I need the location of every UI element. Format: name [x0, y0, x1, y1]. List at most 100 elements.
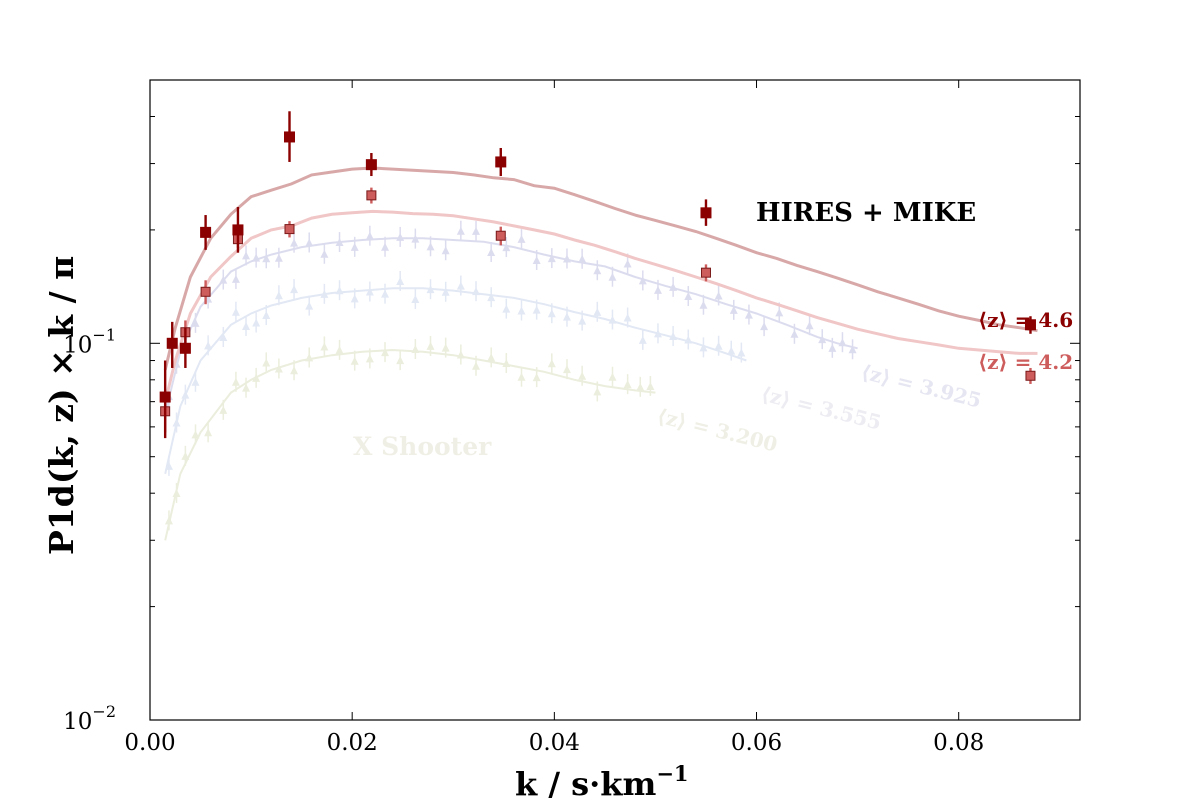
faint-marker — [290, 285, 299, 294]
faint-marker — [623, 380, 632, 389]
data-point — [1024, 319, 1036, 331]
faint-marker — [164, 516, 173, 525]
faint-marker — [274, 253, 283, 262]
faint-marker — [191, 430, 200, 439]
faint-marker — [636, 382, 645, 391]
faint-marker — [381, 348, 390, 357]
faint-marker — [502, 359, 511, 368]
faint-marker — [805, 321, 814, 330]
data-point — [200, 226, 212, 238]
y-axis-title: P1d(k, z) × k / π — [42, 256, 81, 555]
faint-marker — [426, 285, 435, 294]
x-axis-title: k / s·km−1 — [515, 761, 689, 800]
x-tick-label: 0.00 — [124, 730, 175, 756]
faint-marker — [578, 371, 587, 380]
faint-marker — [562, 312, 571, 321]
faint-marker — [684, 292, 693, 301]
faint-marker — [262, 358, 271, 367]
faint-marker — [646, 381, 655, 390]
faint-marker — [381, 242, 390, 251]
data-point — [284, 224, 295, 235]
faint-marker — [252, 253, 261, 262]
faint-marker — [305, 301, 314, 310]
data-point — [700, 267, 711, 278]
faint-marker — [274, 364, 283, 373]
faint-marker — [441, 343, 450, 352]
faint-marker — [164, 461, 173, 470]
data-point — [159, 391, 171, 403]
faint-marker — [848, 345, 857, 354]
faint-marker — [290, 238, 299, 247]
faint-marker — [502, 304, 511, 313]
plot-area — [150, 80, 1080, 720]
data-point — [232, 224, 244, 236]
faint-marker — [790, 329, 799, 338]
faint-marker — [760, 322, 769, 331]
faint-marker — [242, 321, 251, 330]
faint-marker — [517, 234, 526, 243]
data-point — [700, 207, 712, 219]
faint-marker — [638, 276, 647, 285]
y-tick-label: 10−1 — [63, 325, 116, 358]
faint-marker — [669, 331, 678, 340]
faint-marker — [411, 234, 420, 243]
data-point — [495, 156, 507, 168]
faint-marker — [828, 343, 837, 352]
faint-marker — [252, 318, 261, 327]
faint-marker — [172, 418, 181, 427]
faint-marker — [653, 285, 662, 294]
faint-marker — [562, 365, 571, 374]
faint-marker — [411, 344, 420, 353]
faint-marker — [578, 316, 587, 325]
xshooter-label: X Shooter — [353, 432, 492, 461]
faint-marker — [290, 366, 299, 375]
faint-marker — [744, 310, 753, 319]
faint-marker — [320, 289, 329, 298]
faint-marker — [729, 305, 738, 314]
plot-frame — [149, 79, 1081, 721]
faint-marker — [517, 372, 526, 381]
faint-marker — [737, 348, 746, 357]
faint-marker — [396, 276, 405, 285]
faint-marker — [411, 295, 420, 304]
data-point — [166, 337, 178, 349]
faint-marker — [638, 335, 647, 344]
faint-marker — [593, 387, 602, 396]
faint-marker — [335, 238, 344, 247]
faint-marker — [181, 390, 190, 399]
faint-marker — [242, 251, 251, 260]
data-point — [200, 286, 211, 297]
faint-marker — [487, 353, 496, 362]
faint-marker — [219, 405, 228, 414]
faint-marker — [262, 254, 271, 263]
faint-marker — [472, 226, 481, 235]
faint-marker — [547, 254, 556, 263]
data-point — [1025, 370, 1036, 381]
faint-marker — [350, 356, 359, 365]
faint-curve — [164, 287, 747, 475]
faint-marker — [381, 289, 390, 298]
data-point — [366, 190, 377, 201]
x-tick-label: 0.06 — [731, 730, 782, 756]
x-tick-label: 0.02 — [327, 730, 378, 756]
faint-marker — [699, 300, 708, 309]
data-point — [495, 230, 506, 241]
faint-marker — [775, 308, 784, 317]
faint-marker — [365, 231, 374, 240]
faint-marker — [426, 341, 435, 350]
faint-marker — [181, 451, 190, 460]
faint-marker — [335, 286, 344, 295]
faint-marker — [350, 242, 359, 251]
faint-curve — [164, 348, 656, 541]
faint-marker — [204, 341, 213, 350]
faint-marker — [172, 488, 181, 497]
faint-marker — [191, 318, 200, 327]
faint-marker — [335, 345, 344, 354]
faint-marker — [472, 361, 481, 370]
faint-marker — [547, 359, 556, 368]
faint-marker — [578, 254, 587, 263]
faint-marker — [396, 232, 405, 241]
faint-marker — [608, 372, 617, 381]
model-curve — [163, 209, 1038, 403]
faint-marker — [562, 254, 571, 263]
